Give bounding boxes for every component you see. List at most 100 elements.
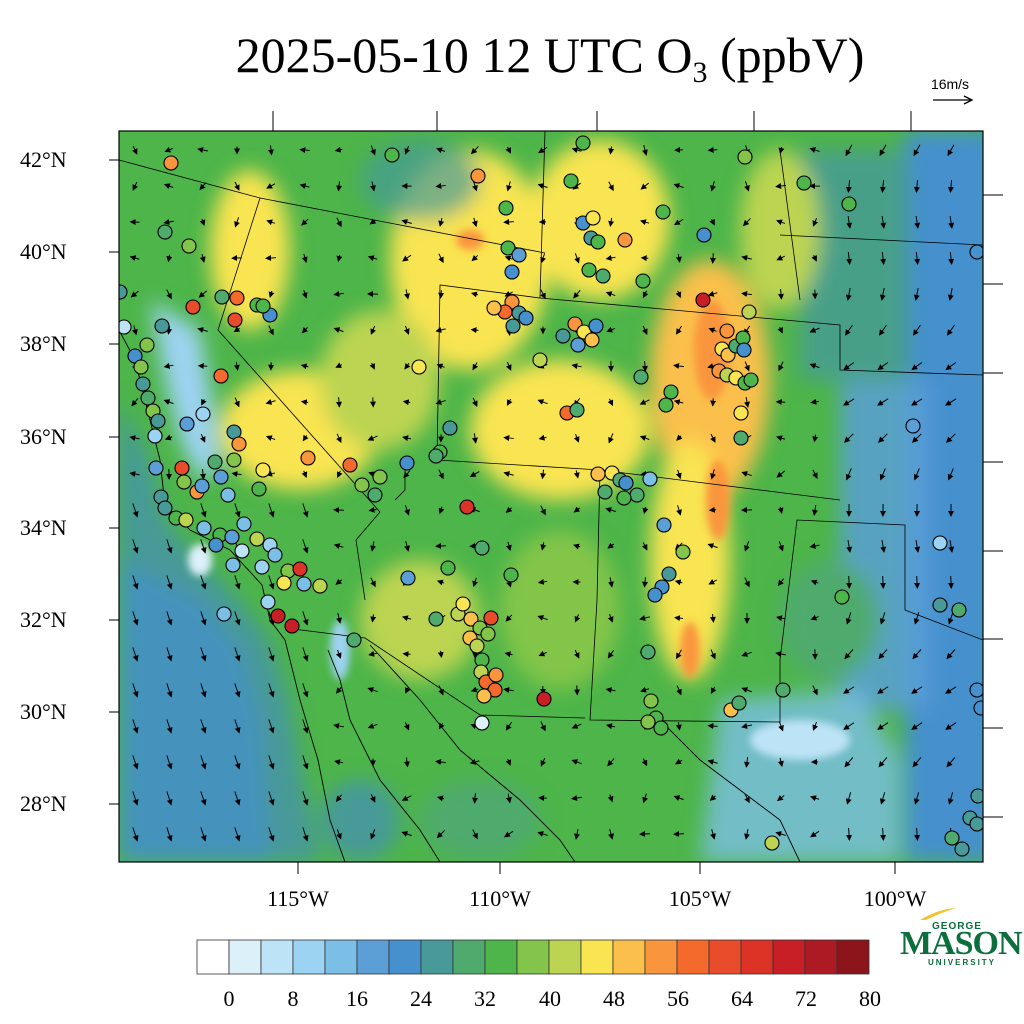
station-marker[interactable] — [834, 589, 850, 605]
station-marker[interactable] — [969, 244, 984, 260]
station-marker[interactable] — [640, 714, 656, 730]
station-marker[interactable] — [225, 557, 241, 573]
station-marker[interactable] — [970, 788, 985, 804]
station-marker[interactable] — [346, 632, 362, 648]
station-marker[interactable] — [117, 319, 132, 335]
station-marker[interactable] — [518, 310, 534, 326]
station-marker[interactable] — [208, 537, 224, 553]
station-marker[interactable] — [139, 337, 155, 353]
station-marker[interactable] — [733, 430, 749, 446]
station-marker[interactable] — [442, 420, 458, 436]
station-marker[interactable] — [224, 529, 240, 545]
station-marker[interactable] — [284, 618, 300, 634]
station-marker[interactable] — [618, 475, 634, 491]
station-marker[interactable] — [157, 224, 173, 240]
station-marker[interactable] — [633, 369, 649, 385]
station-marker[interactable] — [260, 594, 276, 610]
station-marker[interactable] — [267, 547, 283, 563]
station-marker[interactable] — [736, 342, 752, 358]
station-marker[interactable] — [231, 436, 247, 452]
station-marker[interactable] — [463, 611, 479, 627]
station-marker[interactable] — [476, 688, 492, 704]
station-marker[interactable] — [590, 466, 606, 482]
station-marker[interactable] — [384, 147, 400, 163]
station-marker[interactable] — [905, 418, 921, 434]
station-marker[interactable] — [181, 238, 197, 254]
station-marker[interactable] — [595, 268, 611, 284]
station-marker[interactable] — [588, 318, 604, 334]
station-marker[interactable] — [133, 359, 149, 375]
station-marker[interactable] — [695, 292, 711, 308]
station-marker[interactable] — [973, 700, 988, 716]
station-marker[interactable] — [400, 570, 416, 586]
station-marker[interactable] — [629, 487, 645, 503]
station-marker[interactable] — [185, 299, 201, 315]
station-marker[interactable] — [367, 487, 383, 503]
station-marker[interactable] — [255, 462, 271, 478]
station-marker[interactable] — [743, 372, 759, 388]
station-marker[interactable] — [563, 173, 579, 189]
station-marker[interactable] — [647, 587, 663, 603]
station-marker[interactable] — [148, 460, 164, 476]
station-marker[interactable] — [954, 841, 970, 857]
station-marker[interactable] — [944, 830, 960, 846]
station-marker[interactable] — [372, 469, 388, 485]
station-marker[interactable] — [292, 561, 308, 577]
station-marker[interactable] — [342, 457, 358, 473]
station-marker[interactable] — [296, 576, 312, 592]
station-marker[interactable] — [455, 596, 471, 612]
station-marker[interactable] — [227, 312, 243, 328]
station-marker[interactable] — [661, 566, 677, 582]
station-marker[interactable] — [213, 469, 229, 485]
station-marker[interactable] — [154, 318, 170, 334]
station-marker[interactable] — [229, 290, 245, 306]
station-marker[interactable] — [236, 516, 252, 532]
station-marker[interactable] — [511, 247, 527, 263]
station-marker[interactable] — [486, 300, 502, 316]
station-marker[interactable] — [140, 390, 156, 406]
station-marker[interactable] — [113, 284, 128, 300]
station-marker[interactable] — [932, 597, 948, 613]
station-marker[interactable] — [234, 543, 250, 559]
station-marker[interactable] — [220, 487, 236, 503]
station-marker[interactable] — [216, 606, 232, 622]
station-marker[interactable] — [428, 611, 444, 627]
station-marker[interactable] — [536, 691, 552, 707]
station-marker[interactable] — [969, 816, 984, 832]
station-marker[interactable] — [194, 478, 210, 494]
station-marker[interactable] — [575, 135, 591, 151]
station-marker[interactable] — [270, 608, 286, 624]
station-marker[interactable] — [226, 452, 242, 468]
station-marker[interactable] — [469, 638, 485, 654]
station-marker[interactable] — [176, 474, 192, 490]
station-marker[interactable] — [969, 682, 984, 698]
station-marker[interactable] — [488, 667, 504, 683]
station-marker[interactable] — [498, 200, 514, 216]
station-marker[interactable] — [741, 304, 757, 320]
station-marker[interactable] — [737, 149, 753, 165]
station-marker[interactable] — [207, 454, 223, 470]
station-marker[interactable] — [135, 376, 151, 392]
station-marker[interactable] — [249, 531, 265, 547]
station-marker[interactable] — [428, 448, 444, 464]
station-marker[interactable] — [312, 578, 328, 594]
station-marker[interactable] — [616, 490, 632, 506]
station-marker[interactable] — [584, 332, 600, 348]
station-marker[interactable] — [775, 682, 791, 698]
station-marker[interactable] — [590, 234, 606, 250]
station-marker[interactable] — [399, 455, 415, 471]
station-marker[interactable] — [354, 477, 370, 493]
station-marker[interactable] — [480, 626, 496, 642]
station-marker[interactable] — [731, 695, 747, 711]
station-marker[interactable] — [733, 405, 749, 421]
station-marker[interactable] — [658, 397, 674, 413]
station-marker[interactable] — [569, 402, 585, 418]
station-marker[interactable] — [483, 610, 499, 626]
station-marker[interactable] — [585, 210, 601, 226]
station-marker[interactable] — [656, 517, 672, 533]
station-marker[interactable] — [932, 535, 948, 551]
station-marker[interactable] — [597, 484, 613, 500]
station-marker[interactable] — [503, 567, 519, 583]
station-marker[interactable] — [276, 575, 292, 591]
station-marker[interactable] — [195, 406, 211, 422]
